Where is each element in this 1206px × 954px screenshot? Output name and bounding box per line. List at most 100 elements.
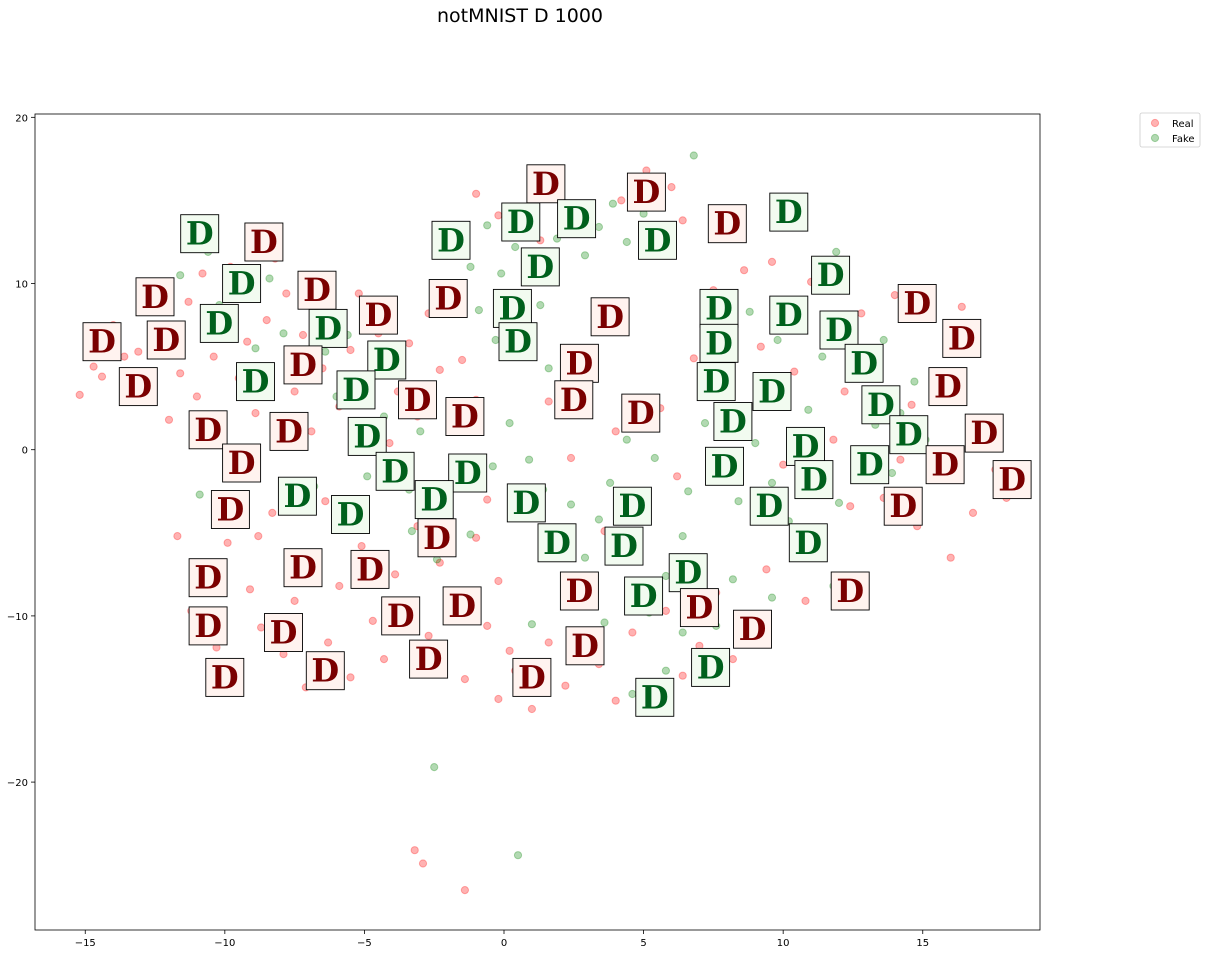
svg-text:D: D (705, 289, 733, 327)
thumbnail-fake-0: D (180, 214, 220, 254)
point-real-18 (262, 316, 271, 325)
svg-text:D: D (124, 368, 152, 406)
thumbnail-fake-60: D (635, 677, 675, 717)
legend-label-fake: Fake (1172, 134, 1195, 145)
svg-text:D: D (674, 554, 702, 592)
thumbnail-annotations: D DD D DD D D D D DDD D D DD D DD D DD D DDD D DDD DDD D D DD D D… (82, 164, 1032, 717)
point-real-126 (494, 694, 503, 704)
thumbnail-real-2: D (135, 277, 175, 317)
point-real-50 (290, 596, 299, 606)
svg-text:D: D (775, 296, 803, 334)
thumbnail-fake-28: D (414, 480, 454, 520)
point-real-135 (566, 453, 576, 463)
point-real-46 (245, 585, 255, 594)
thumbnail-real-14: D (283, 345, 323, 385)
point-real-89 (857, 309, 866, 318)
thumbnail-fake-72: D (752, 372, 792, 411)
point-real-0 (75, 390, 84, 399)
svg-text:D: D (934, 368, 962, 406)
svg-text:D: D (186, 215, 214, 253)
point-fake-99 (363, 472, 372, 481)
point-fake-94 (525, 455, 534, 464)
point-real-102 (896, 455, 905, 464)
point-real-99 (968, 508, 978, 518)
svg-text:D: D (404, 381, 432, 419)
svg-text:D: D (571, 627, 599, 665)
svg-text:D: D (423, 519, 451, 557)
point-real-76 (678, 216, 687, 225)
thumbnail-real-17: D (398, 380, 437, 420)
point-real-57 (368, 616, 377, 626)
thumbnail-fake-75: D (713, 402, 753, 441)
point-real-122 (561, 681, 570, 690)
svg-text:D: D (825, 311, 853, 349)
thumbnail-real-74: D (928, 367, 968, 407)
svg-text:D: D (194, 607, 222, 645)
svg-text:D: D (889, 487, 917, 525)
chart-title: notMNIST D 1000 (437, 5, 603, 27)
svg-text:D: D (630, 577, 658, 615)
point-real-147 (321, 497, 330, 506)
point-fake-80 (728, 575, 738, 584)
thumbnail-real-40: D (526, 164, 566, 204)
point-real-109 (779, 460, 788, 469)
thumbnail-real-32: D (188, 558, 228, 598)
svg-text:D: D (365, 296, 393, 334)
svg-text:D: D (644, 221, 672, 259)
svg-text:D: D (526, 248, 554, 286)
thumbnail-fake-77: D (889, 415, 929, 455)
point-real-56 (357, 542, 366, 551)
thumbnail-fake-24: D (448, 453, 488, 493)
svg-text:D: D (152, 321, 180, 359)
svg-text:D: D (627, 394, 655, 432)
svg-text:D: D (434, 280, 462, 318)
svg-text:D: D (817, 256, 845, 294)
y-axis: 20 10 0 −10 −20 (7, 113, 35, 789)
svg-text:D: D (711, 447, 739, 485)
svg-text:D: D (850, 344, 878, 382)
point-fake-105 (466, 530, 475, 539)
point-real-110 (762, 565, 771, 574)
thumbnail-fake-27: D (331, 495, 370, 534)
point-real-132 (460, 886, 469, 895)
y-tick-label-2: 0 (22, 446, 28, 457)
thumbnail-fake-64: D (769, 295, 809, 335)
point-fake-29 (580, 251, 590, 260)
point-fake-65 (734, 497, 743, 506)
point-fake-90 (430, 763, 439, 772)
svg-text:D: D (454, 454, 482, 492)
point-real-88 (840, 387, 849, 396)
svg-text:D: D (758, 373, 786, 411)
svg-text:D: D (303, 271, 331, 309)
thumbnail-real-20: D (269, 411, 309, 451)
svg-text:D: D (437, 221, 465, 259)
svg-text:D: D (948, 319, 976, 357)
legend-label-real: Real (1172, 119, 1194, 130)
svg-text:D: D (448, 587, 476, 625)
point-real-68 (494, 576, 503, 586)
svg-text:D: D (792, 427, 820, 465)
svg-text:D: D (610, 527, 638, 565)
point-real-124 (527, 704, 537, 714)
point-fake-24 (511, 242, 520, 252)
thumbnail-fake-80: D (794, 460, 834, 500)
legend-marker-real (1150, 118, 1160, 128)
point-real-105 (846, 502, 855, 511)
point-real-23 (307, 427, 316, 436)
svg-text:D: D (507, 203, 535, 241)
point-real-78 (472, 189, 481, 198)
legend-box (1139, 112, 1201, 148)
svg-text:D: D (903, 285, 931, 323)
point-fake-100 (195, 490, 204, 499)
point-fake-36 (491, 335, 500, 345)
point-fake-108 (622, 435, 631, 444)
thumbnail-real-31: D (350, 549, 390, 589)
svg-text:D: D (641, 678, 669, 716)
thumbnail-fake-55: D (604, 526, 644, 566)
thumbnail-fake-65: D (811, 255, 851, 295)
thumbnail-fake-44: D (638, 220, 677, 260)
thumbnail-real-48: D (590, 297, 630, 337)
point-fake-6 (279, 329, 288, 338)
point-real-149 (767, 257, 777, 266)
point-real-141 (689, 354, 698, 363)
